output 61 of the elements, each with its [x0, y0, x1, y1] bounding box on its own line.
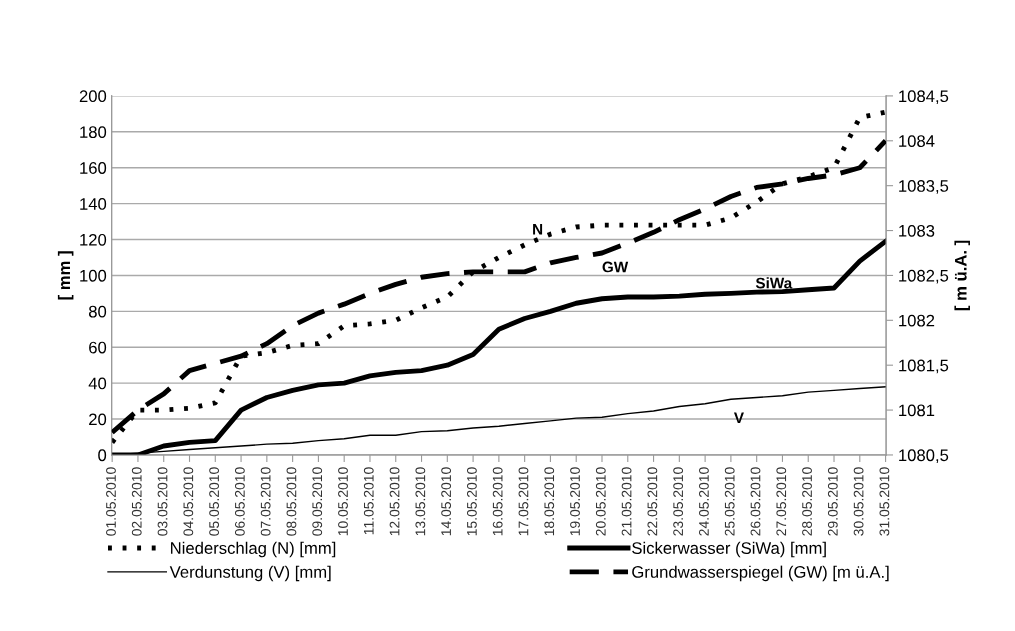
x-tick-label: 26.05.2010: [750, 467, 761, 536]
y2-tick-label: 1084,5: [899, 90, 949, 105]
x-tick-label: 29.05.2010: [827, 467, 838, 536]
y-tick-label: 100: [80, 269, 107, 282]
annotation: GW: [602, 261, 629, 273]
x-tick-label: 23.05.2010: [673, 467, 684, 536]
y-tick-label: 140: [80, 198, 107, 210]
y-tick-label: 20: [89, 413, 107, 426]
y-tick-label: 200: [79, 90, 107, 103]
x-tick-label: 09.05.2010: [312, 467, 323, 536]
x-tick-label: 03.05.2010: [157, 467, 168, 536]
x-tick-label: 01.05.2010: [106, 467, 116, 536]
y2-axis-title: [ m ü.A. ]: [954, 240, 970, 311]
x-tick-label: 15.05.2010: [466, 467, 477, 536]
legend-label: Grundwasserspiegel (GW) [m ü.A.]: [632, 565, 889, 582]
y2-tick-label: 1083,5: [899, 180, 949, 194]
x-tick-label: 18.05.2010: [544, 467, 555, 536]
x-tick-label: 16.05.2010: [492, 467, 503, 536]
x-tick-label: 05.05.2010: [209, 467, 220, 536]
x-tick-label: 02.05.2010: [131, 467, 142, 536]
x-tick-label: 28.05.2010: [802, 467, 812, 536]
y-axis-title: [ mm ]: [57, 251, 74, 300]
legend-label: Niederschlag (N) [mm]: [171, 541, 336, 558]
x-tick-label: 20.05.2010: [595, 467, 606, 536]
x-tick-label: 06.05.2010: [234, 467, 245, 536]
y-tick-label: 120: [80, 233, 107, 246]
x-tick-label: 22.05.2010: [647, 467, 658, 536]
y-tick-label: 60: [89, 341, 107, 354]
x-tick-label: 21.05.2010: [621, 467, 632, 536]
y2-tick-label: 1082,5: [899, 269, 949, 284]
y2-tick-label: 1081,5: [899, 359, 949, 374]
legend-label: Verdunstung (V) [mm]: [169, 565, 331, 582]
x-tick-label: 08.05.2010: [286, 467, 297, 536]
x-tick-label: 14.05.2010: [441, 467, 452, 536]
y2-tick-label: 1083: [899, 224, 935, 237]
y-tick-label: 40: [88, 377, 107, 390]
annotation: SiWa: [755, 277, 793, 289]
x-tick-label: 04.05.2010: [183, 467, 194, 536]
y-tick-label: 80: [88, 305, 107, 318]
x-tick-label: 13.05.2010: [415, 467, 426, 536]
x-tick-label: 10.05.2010: [338, 467, 348, 536]
x-tick-label: 30.05.2010: [853, 467, 864, 536]
x-tick-label: 07.05.2010: [260, 467, 271, 536]
x-tick-label: 31.05.2010: [879, 467, 890, 536]
x-tick-label: 19.05.2010: [570, 467, 580, 536]
y-tick-label: 180: [80, 126, 107, 139]
x-tick-label: 12.05.2010: [389, 467, 400, 536]
legend-label: Sickerwasser (SiWa) [mm]: [632, 541, 826, 558]
annotation: V: [733, 412, 744, 423]
x-tick-label: 27.05.2010: [776, 467, 787, 536]
y2-tick-label: 1081: [899, 404, 935, 417]
y-tick-label: 0: [98, 449, 107, 462]
x-tick-label: 24.05.2010: [699, 467, 709, 536]
y2-tick-label: 1082: [899, 314, 935, 327]
x-tick-label: 11.05.2010: [363, 467, 374, 535]
y-tick-label: 160: [80, 162, 107, 174]
y2-tick-label: 1080,5: [899, 449, 949, 464]
x-tick-label: 17.05.2010: [518, 467, 529, 536]
annotation: N: [533, 223, 543, 235]
y2-tick-label: 1084: [899, 135, 935, 147]
x-tick-label: 25.05.2010: [724, 467, 735, 536]
